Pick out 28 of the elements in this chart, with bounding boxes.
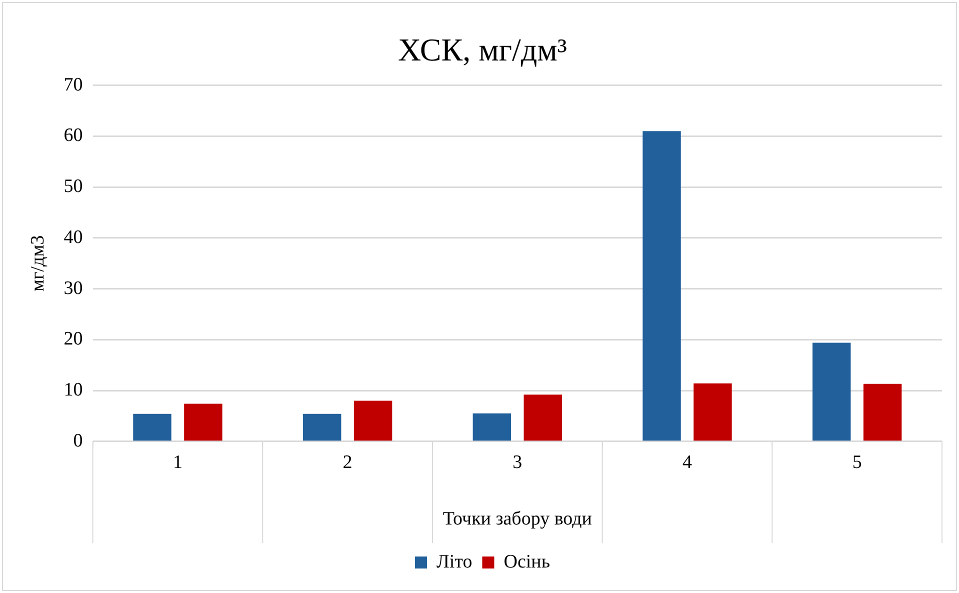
bar	[642, 131, 681, 441]
y-tick-label: 60	[64, 125, 83, 146]
bar	[863, 384, 902, 441]
bar	[133, 414, 172, 441]
y-tick-label: 0	[73, 430, 83, 452]
y-tick-label: 20	[64, 328, 83, 350]
x-axis-title: Точки забору води	[442, 508, 592, 530]
y-axis-title: мг/дм3	[27, 235, 48, 292]
legend-label: Осінь	[504, 551, 550, 572]
bar	[472, 413, 512, 441]
y-tick-label: 30	[64, 278, 83, 299]
chart-title: ХСК, мг/дм³	[398, 32, 567, 68]
y-tick-label: 50	[64, 176, 83, 198]
bar	[354, 400, 392, 441]
bar	[694, 383, 732, 441]
legend-label: Літо	[436, 551, 472, 572]
y-tick-label: 40	[64, 226, 83, 248]
bar	[184, 404, 222, 441]
y-tick-label: 70	[64, 74, 83, 96]
bar	[812, 342, 851, 441]
x-tick-label: 1	[172, 452, 182, 473]
x-tick-label: 4	[682, 452, 692, 473]
x-tick-label: 5	[852, 452, 862, 473]
x-tick-label: 3	[512, 452, 522, 473]
bar	[302, 414, 342, 441]
y-tick-label: 10	[64, 380, 83, 401]
bar	[524, 394, 562, 441]
x-tick-label: 2	[342, 452, 352, 473]
